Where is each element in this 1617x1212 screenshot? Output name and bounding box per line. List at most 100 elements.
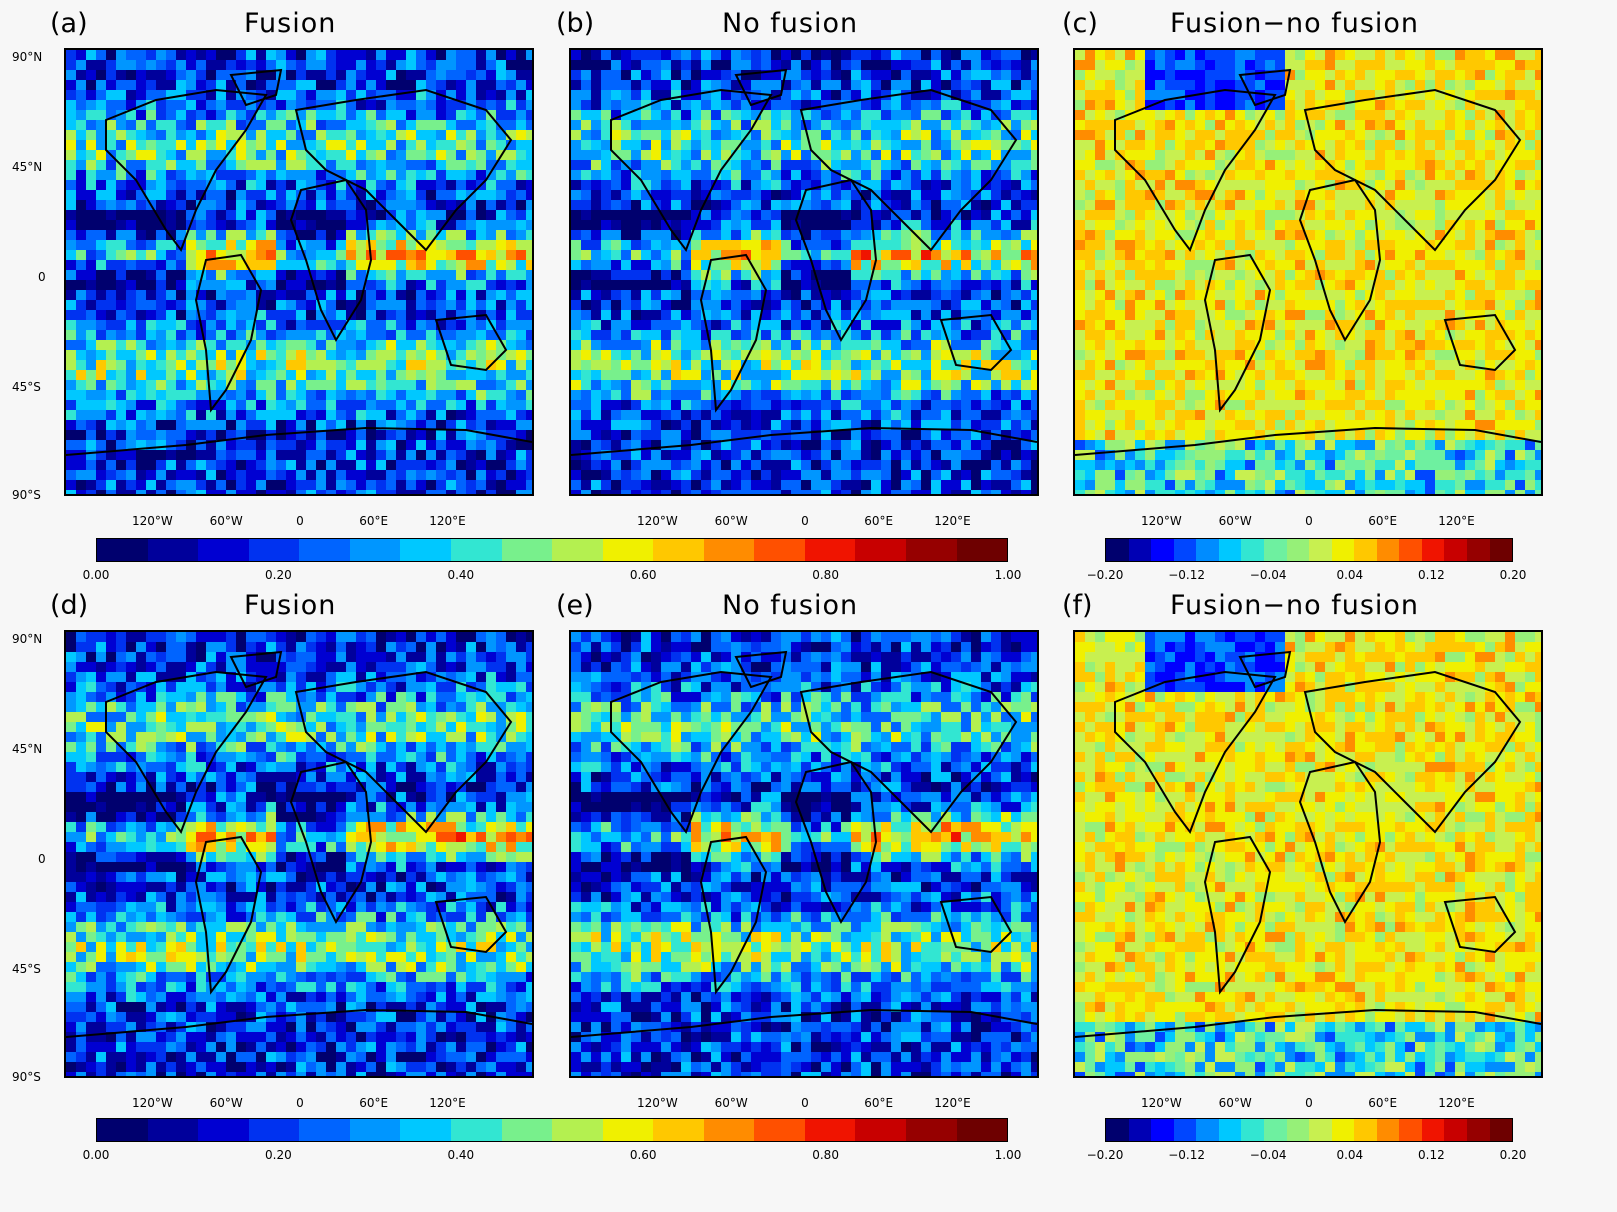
- panel-title: Fusion−no fusion: [1170, 8, 1420, 39]
- colorbar-segment: [906, 1119, 957, 1141]
- lon-label: 60°W: [209, 1096, 243, 1110]
- colorbar-tick-label: 0.60: [629, 568, 657, 582]
- panel-title: No fusion: [722, 8, 859, 39]
- colorbar-segment: [1173, 539, 1197, 561]
- colorbar-segment: [1128, 1119, 1152, 1141]
- colorbar-segment: [703, 539, 755, 561]
- colorbar-tick-label: 0.00: [82, 568, 110, 582]
- lon-label: 60°W: [1218, 514, 1252, 528]
- colorbar-segment: [147, 1119, 199, 1141]
- colorbar-segment: [349, 1119, 401, 1141]
- lat-label-45s: 45°S: [12, 962, 41, 976]
- colorbar-segment: [1106, 1119, 1129, 1141]
- lon-label: 60°E: [359, 1096, 389, 1110]
- colorbar-tick-label: 0.20: [265, 568, 292, 582]
- lat-label-45s: 45°S: [12, 380, 41, 394]
- colorbar-segment: [602, 539, 654, 561]
- colorbar-difference: [1105, 538, 1513, 562]
- colorbar-segment: [501, 539, 553, 561]
- colorbar-segment: [1173, 1119, 1197, 1141]
- colorbar-tick-label: 0.60: [629, 1148, 657, 1162]
- lat-label-45n: 45°N: [12, 742, 43, 756]
- lon-label: 0: [1305, 514, 1313, 528]
- colorbar-segment: [1106, 539, 1129, 561]
- lon-label: 60°E: [864, 514, 894, 528]
- field-map-f: [1075, 632, 1541, 1076]
- colorbar-segment: [501, 1119, 553, 1141]
- colorbar-segment: [1354, 539, 1377, 561]
- colorbar-segment: [855, 1119, 906, 1141]
- colorbar-tick-label: 0.12: [1418, 1148, 1445, 1162]
- colorbar-tick-label: 1.00: [994, 1148, 1022, 1162]
- lon-label: 120°E: [429, 1096, 466, 1110]
- colorbar-segment: [804, 539, 856, 561]
- lat-label-90s: 90°S: [12, 488, 41, 502]
- colorbar-segment: [1241, 1119, 1264, 1141]
- field-map-d: [66, 632, 532, 1076]
- colorbar-segment: [1376, 539, 1400, 561]
- colorbar-tick-label: 0.04: [1336, 1148, 1364, 1162]
- field-map-a: [66, 50, 532, 494]
- lat-label-90n: 90°N: [12, 50, 43, 64]
- colorbar-segment: [703, 1119, 755, 1141]
- field-map-b: [571, 50, 1037, 494]
- lat-label-0: 0: [38, 270, 46, 284]
- lon-label: 60°W: [209, 514, 243, 528]
- panel-letter: (f): [1062, 590, 1093, 621]
- lat-label-90n: 90°N: [12, 632, 43, 646]
- colorbar-segment: [1489, 1119, 1513, 1141]
- colorbar-tick-label: −0.20: [1086, 1148, 1124, 1162]
- colorbar-sequential: [96, 538, 1008, 562]
- colorbar-segment: [299, 539, 350, 561]
- lon-label: 0: [1305, 1096, 1313, 1110]
- colorbar-segment: [804, 1119, 856, 1141]
- panel-title: Fusion: [244, 590, 337, 621]
- lon-label: 60°E: [864, 1096, 894, 1110]
- colorbar-segment: [1467, 1119, 1490, 1141]
- colorbar-segment: [1399, 539, 1422, 561]
- lon-label: 120°E: [1438, 1096, 1475, 1110]
- colorbar-segment: [299, 1119, 350, 1141]
- colorbar-segment: [97, 539, 148, 561]
- colorbar-segment: [450, 1119, 502, 1141]
- lon-label: 60°E: [359, 514, 389, 528]
- panel-title: Fusion: [244, 8, 337, 39]
- map-panel-e: [569, 630, 1039, 1078]
- map-panel-f: [1073, 630, 1543, 1078]
- colorbar-segment: [1263, 539, 1287, 561]
- panel-letter: (e): [556, 590, 594, 621]
- colorbar-segment: [1354, 1119, 1377, 1141]
- colorbar-tick-label: 0.04: [1336, 568, 1364, 582]
- lon-label: 60°E: [1368, 1096, 1398, 1110]
- colorbar-segment: [349, 539, 401, 561]
- panel-letter: (b): [556, 8, 595, 39]
- colorbar-segment: [1286, 1119, 1310, 1141]
- colorbar-segment: [1309, 1119, 1332, 1141]
- colorbar-segment: [1241, 539, 1264, 561]
- lon-label: 120°W: [1140, 1096, 1182, 1110]
- map-panel-b: [569, 48, 1039, 496]
- lon-label: 0: [296, 514, 304, 528]
- map-panel-a: [64, 48, 534, 496]
- map-panel-d: [64, 630, 534, 1078]
- colorbar-segment: [1331, 539, 1355, 561]
- colorbar-segment: [956, 1119, 1008, 1141]
- colorbar-sequential: [96, 1118, 1008, 1142]
- colorbar-segment: [1444, 1119, 1467, 1141]
- panel-letter: (d): [50, 590, 89, 621]
- colorbar-tick-label: 0.40: [447, 1148, 475, 1162]
- colorbar-tick-label: 0.40: [447, 568, 475, 582]
- colorbar-segment: [754, 539, 805, 561]
- colorbar-segment: [1196, 539, 1219, 561]
- lon-label: 60°W: [714, 514, 748, 528]
- colorbar-tick-label: −0.12: [1168, 568, 1205, 582]
- colorbar-segment: [906, 539, 957, 561]
- colorbar-segment: [552, 539, 603, 561]
- lat-label-90s: 90°S: [12, 1070, 41, 1084]
- lon-label: 0: [296, 1096, 304, 1110]
- lon-label: 60°W: [714, 1096, 748, 1110]
- lon-label: 120°E: [934, 1096, 971, 1110]
- colorbar-segment: [1151, 1119, 1174, 1141]
- field-map-c: [1075, 50, 1541, 494]
- lat-label-45n: 45°N: [12, 160, 43, 174]
